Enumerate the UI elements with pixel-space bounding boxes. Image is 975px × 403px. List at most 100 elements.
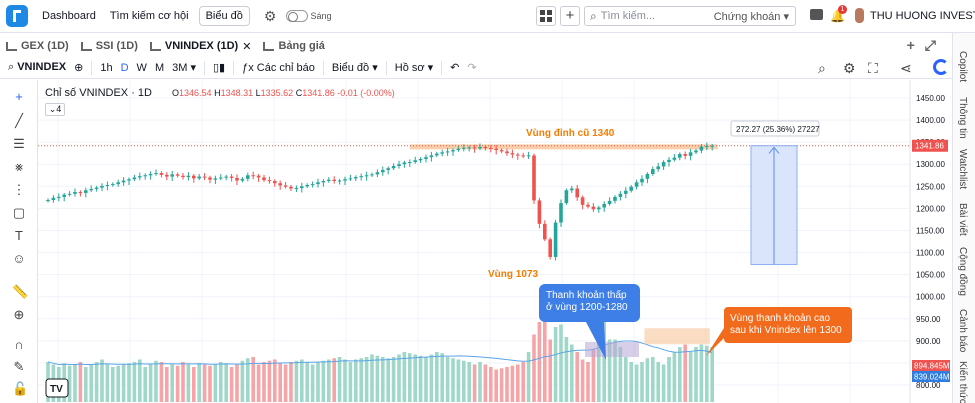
lock-drawings-icon[interactable]: ✎ xyxy=(13,359,25,374)
volume-bar xyxy=(467,362,471,402)
panel-tab-articles[interactable]: Bài viết xyxy=(957,203,968,236)
pattern-icon[interactable]: ⨳ xyxy=(14,159,24,174)
volume-bar xyxy=(127,363,131,402)
chart-legend-title[interactable]: Chỉ số VNINDEX · 1D xyxy=(45,87,152,99)
emoji-icon[interactable]: ☺ xyxy=(12,251,26,266)
volume-bar xyxy=(645,358,650,402)
snapshot-icon[interactable]: ⌕ xyxy=(818,60,826,76)
panel-tab-copilot[interactable]: Copilot xyxy=(957,51,968,83)
ruler-icon[interactable]: 📏 xyxy=(12,284,29,299)
volume-bar xyxy=(94,362,99,402)
volume-bar xyxy=(510,365,515,402)
undo-icon[interactable]: ↶ xyxy=(450,62,460,74)
volume-tag xyxy=(912,360,950,371)
chart-tab-icon xyxy=(149,41,161,51)
volume-bar xyxy=(202,364,207,402)
tab-actions[interactable]: +⤢ xyxy=(906,37,946,53)
candle xyxy=(510,153,515,155)
candle xyxy=(138,176,142,178)
panel-tab-watchlist[interactable]: Watchlist xyxy=(957,149,968,190)
compare-add-icon[interactable]: ⊕ xyxy=(74,62,84,74)
logo-icon[interactable] xyxy=(6,5,28,27)
interval-d[interactable]: D xyxy=(120,61,129,74)
panel-tab-alerts[interactable]: Cảnh báo xyxy=(957,309,968,353)
volume-bar xyxy=(305,362,309,402)
indicators-button[interactable]: ƒx Các chỉ báo xyxy=(242,61,315,74)
volume-bar xyxy=(683,344,687,402)
nav-find-opportunity[interactable]: Tìm kiếm cơ hội xyxy=(109,10,189,22)
candle-style-icon[interactable]: ▯▮ xyxy=(212,62,226,74)
tab-ssi[interactable]: SSI (1D) xyxy=(80,40,138,52)
price-axis-label: 950.00 xyxy=(916,315,941,324)
interval-m[interactable]: M xyxy=(154,61,165,74)
volume-bar xyxy=(283,364,288,402)
volume-bar xyxy=(289,362,293,402)
candle xyxy=(51,197,56,200)
tab-gex[interactable]: GEX (1D) xyxy=(6,40,69,52)
nav-dashboard[interactable]: Dashboard xyxy=(42,10,96,22)
candle xyxy=(105,184,110,186)
avatar[interactable] xyxy=(855,8,864,23)
gear-icon[interactable]: ⚙ xyxy=(263,7,277,24)
panel-tab-knowledge[interactable]: Kiến thức xyxy=(957,361,968,403)
symbol-search[interactable]: ⌕ VNINDEX xyxy=(8,61,67,73)
fib-icon[interactable]: ⋮ xyxy=(12,182,26,197)
legend-collapse-button[interactable]: ⌄4 xyxy=(45,103,65,116)
candle xyxy=(111,184,115,186)
crosshair-icon[interactable]: + xyxy=(15,89,23,104)
rectangle-icon[interactable]: ▢ xyxy=(12,205,26,220)
user-name[interactable]: THU HUONG INVEST xyxy=(870,10,975,22)
layout-grid-icon[interactable] xyxy=(536,6,556,26)
candle xyxy=(489,147,493,149)
volume-bar xyxy=(359,358,363,402)
text-icon[interactable]: T xyxy=(15,228,23,243)
interval-w[interactable]: W xyxy=(136,61,147,74)
chart-button[interactable]: Biểu đồ xyxy=(198,6,250,26)
volume-bar xyxy=(607,339,612,402)
volume-bar xyxy=(310,364,315,402)
interval-1h[interactable]: 1h xyxy=(100,61,113,74)
search-category-select[interactable]: Chứng khoán ▾ xyxy=(713,10,789,23)
candle xyxy=(316,182,320,185)
price-chart[interactable]: 272.27 (25.36%) 272271450.001400.001350.… xyxy=(38,80,952,403)
settings-icon[interactable]: ⚙ xyxy=(843,60,856,76)
volume-bar xyxy=(429,354,434,402)
candle xyxy=(462,147,466,149)
volume-bar xyxy=(121,364,126,402)
chart-menu[interactable]: Biểu đồ ▾ xyxy=(331,62,378,74)
interval-3m[interactable]: 3M ▾ xyxy=(172,62,196,74)
search-input[interactable]: ⌕ Tìm kiếm... Chứng khoán ▾ xyxy=(584,6,796,26)
profile-menu[interactable]: Hồ sơ ▾ xyxy=(394,62,434,74)
candle xyxy=(526,155,531,157)
add-button[interactable]: + xyxy=(560,6,580,26)
fullscreen-icon[interactable]: ⛶ xyxy=(868,60,878,76)
price-axis-label: 900.00 xyxy=(916,337,941,346)
horizontal-lines-icon[interactable]: ☰ xyxy=(13,136,25,151)
tab-vnindex[interactable]: VNINDEX (1D) ✕ xyxy=(149,40,252,53)
tab-price-board[interactable]: Bảng giá xyxy=(263,40,325,52)
trendline-icon[interactable]: ╱ xyxy=(15,113,23,128)
theme-toggle[interactable]: Sáng xyxy=(286,10,331,22)
brand-icon[interactable] xyxy=(933,59,949,75)
magnet-icon[interactable]: ∩ xyxy=(14,337,24,352)
candle xyxy=(429,155,434,158)
zoom-icon[interactable]: ⊕ xyxy=(13,307,25,322)
panel-tab-info[interactable]: Thông tin xyxy=(957,97,968,139)
resistance-annotation: Vùng đỉnh cũ 1340 xyxy=(526,128,615,139)
candle xyxy=(57,196,61,198)
close-icon[interactable]: ✕ xyxy=(242,40,252,53)
divider xyxy=(233,60,235,75)
chat-icon[interactable] xyxy=(810,9,823,20)
candle xyxy=(483,147,488,149)
redo-icon[interactable]: ↷ xyxy=(467,62,477,74)
candle xyxy=(321,181,326,183)
panel-tab-community[interactable]: Cộng đồng xyxy=(957,247,968,296)
share-icon[interactable]: ⋖ xyxy=(900,60,912,76)
volume-bar xyxy=(327,359,331,402)
candle xyxy=(640,178,644,183)
price-axis-label: 1300.00 xyxy=(916,160,945,169)
candle xyxy=(348,178,353,180)
price-axis-label: 1450.00 xyxy=(916,94,945,103)
lock-icon[interactable]: 🔓 xyxy=(12,381,29,396)
candle xyxy=(73,192,77,194)
